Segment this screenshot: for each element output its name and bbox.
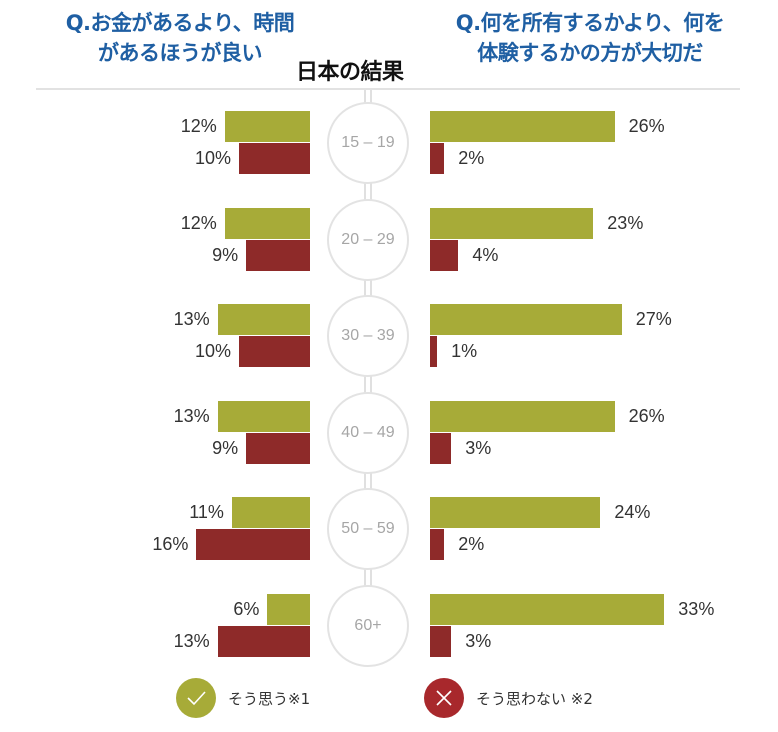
age-group-circle: 40 – 49	[327, 391, 409, 474]
value-label: 23%	[607, 212, 644, 233]
age-group-circle: 30 – 39	[327, 295, 409, 377]
bar-disagree-right	[430, 432, 452, 464]
legend-agree: そう思う※1	[176, 678, 310, 718]
bar-agree-right	[430, 304, 622, 335]
bar-agree-left	[217, 304, 310, 335]
value-label: 4%	[472, 244, 499, 265]
value-label: 24%	[614, 502, 651, 522]
question-left-line2: があるほうが良い	[98, 41, 263, 65]
value-label: 13%	[173, 405, 210, 426]
age-group-circle: 50 – 59	[327, 488, 409, 570]
legend-agree-label: そう思う※1	[228, 689, 311, 708]
value-label: 26%	[628, 405, 665, 426]
question-right-line2: 体験するかの方が大切だ	[477, 41, 703, 65]
bar-disagree-right	[430, 239, 459, 271]
value-label: 11%	[189, 502, 224, 522]
bar-agree-left	[224, 111, 310, 142]
age-group-circle: 20 – 29	[327, 198, 409, 281]
age-group-circle: 15 – 19	[327, 102, 409, 184]
bar-agree-left	[217, 400, 310, 432]
bar-agree-left	[224, 207, 310, 239]
value-label: 27%	[635, 309, 672, 329]
bar-disagree-left	[239, 143, 310, 174]
value-label: 12%	[180, 212, 217, 233]
bar-disagree-left	[246, 239, 310, 271]
bar-agree-left	[267, 593, 310, 625]
bar-agree-right	[430, 111, 615, 142]
value-label: 2%	[458, 534, 485, 554]
age-group-circle: 60+	[327, 584, 409, 667]
value-label: 3%	[465, 437, 492, 458]
bar-disagree-right	[430, 143, 445, 174]
bar-agree-right	[430, 207, 594, 239]
value-label: 13%	[173, 630, 210, 651]
value-label: 12%	[180, 116, 217, 136]
spine-connector	[364, 181, 372, 200]
spine-connector	[364, 90, 372, 104]
check-icon	[176, 678, 216, 718]
header-divider	[36, 88, 740, 90]
bar-disagree-right	[430, 336, 438, 367]
question-right: Q.何を所有するかより、何を 体験するかの方が大切だ	[420, 8, 760, 68]
bar-disagree-left	[246, 432, 310, 464]
value-label: 13%	[173, 309, 210, 329]
value-label: 3%	[465, 630, 492, 651]
bar-agree-right	[430, 400, 615, 432]
value-label: 16%	[152, 534, 189, 554]
bar-disagree-left	[239, 336, 310, 367]
spine-connector	[364, 470, 372, 489]
chart-title: 日本の結果	[296, 60, 404, 85]
value-label: 1%	[451, 341, 478, 361]
value-label: 26%	[628, 116, 665, 136]
question-left: Q.お金があるより、時間 があるほうが良い	[30, 8, 330, 68]
bar-disagree-left	[217, 625, 310, 657]
spine-connector	[364, 374, 372, 393]
value-label: 9%	[212, 244, 239, 265]
spine-connector	[364, 277, 372, 296]
question-left-line1: Q.お金があるより、時間	[65, 11, 295, 35]
question-right-line1: Q.何を所有するかより、何を	[455, 11, 725, 35]
bar-agree-right	[430, 593, 665, 625]
legend-disagree-label: そう思わない ※2	[476, 689, 593, 708]
value-label: 10%	[194, 148, 231, 168]
value-label: 6%	[233, 598, 260, 619]
cross-icon	[424, 678, 464, 718]
bar-disagree-left	[196, 529, 310, 560]
bar-agree-left	[231, 497, 310, 528]
legend-disagree: そう思わない ※2	[424, 678, 593, 718]
bar-disagree-right	[430, 529, 445, 560]
bar-disagree-right	[430, 625, 452, 657]
value-label: 9%	[212, 437, 239, 458]
value-label: 33%	[678, 598, 715, 619]
spine-connector	[364, 567, 372, 586]
value-label: 2%	[458, 148, 485, 168]
value-label: 10%	[194, 341, 231, 361]
bar-agree-right	[430, 497, 601, 528]
